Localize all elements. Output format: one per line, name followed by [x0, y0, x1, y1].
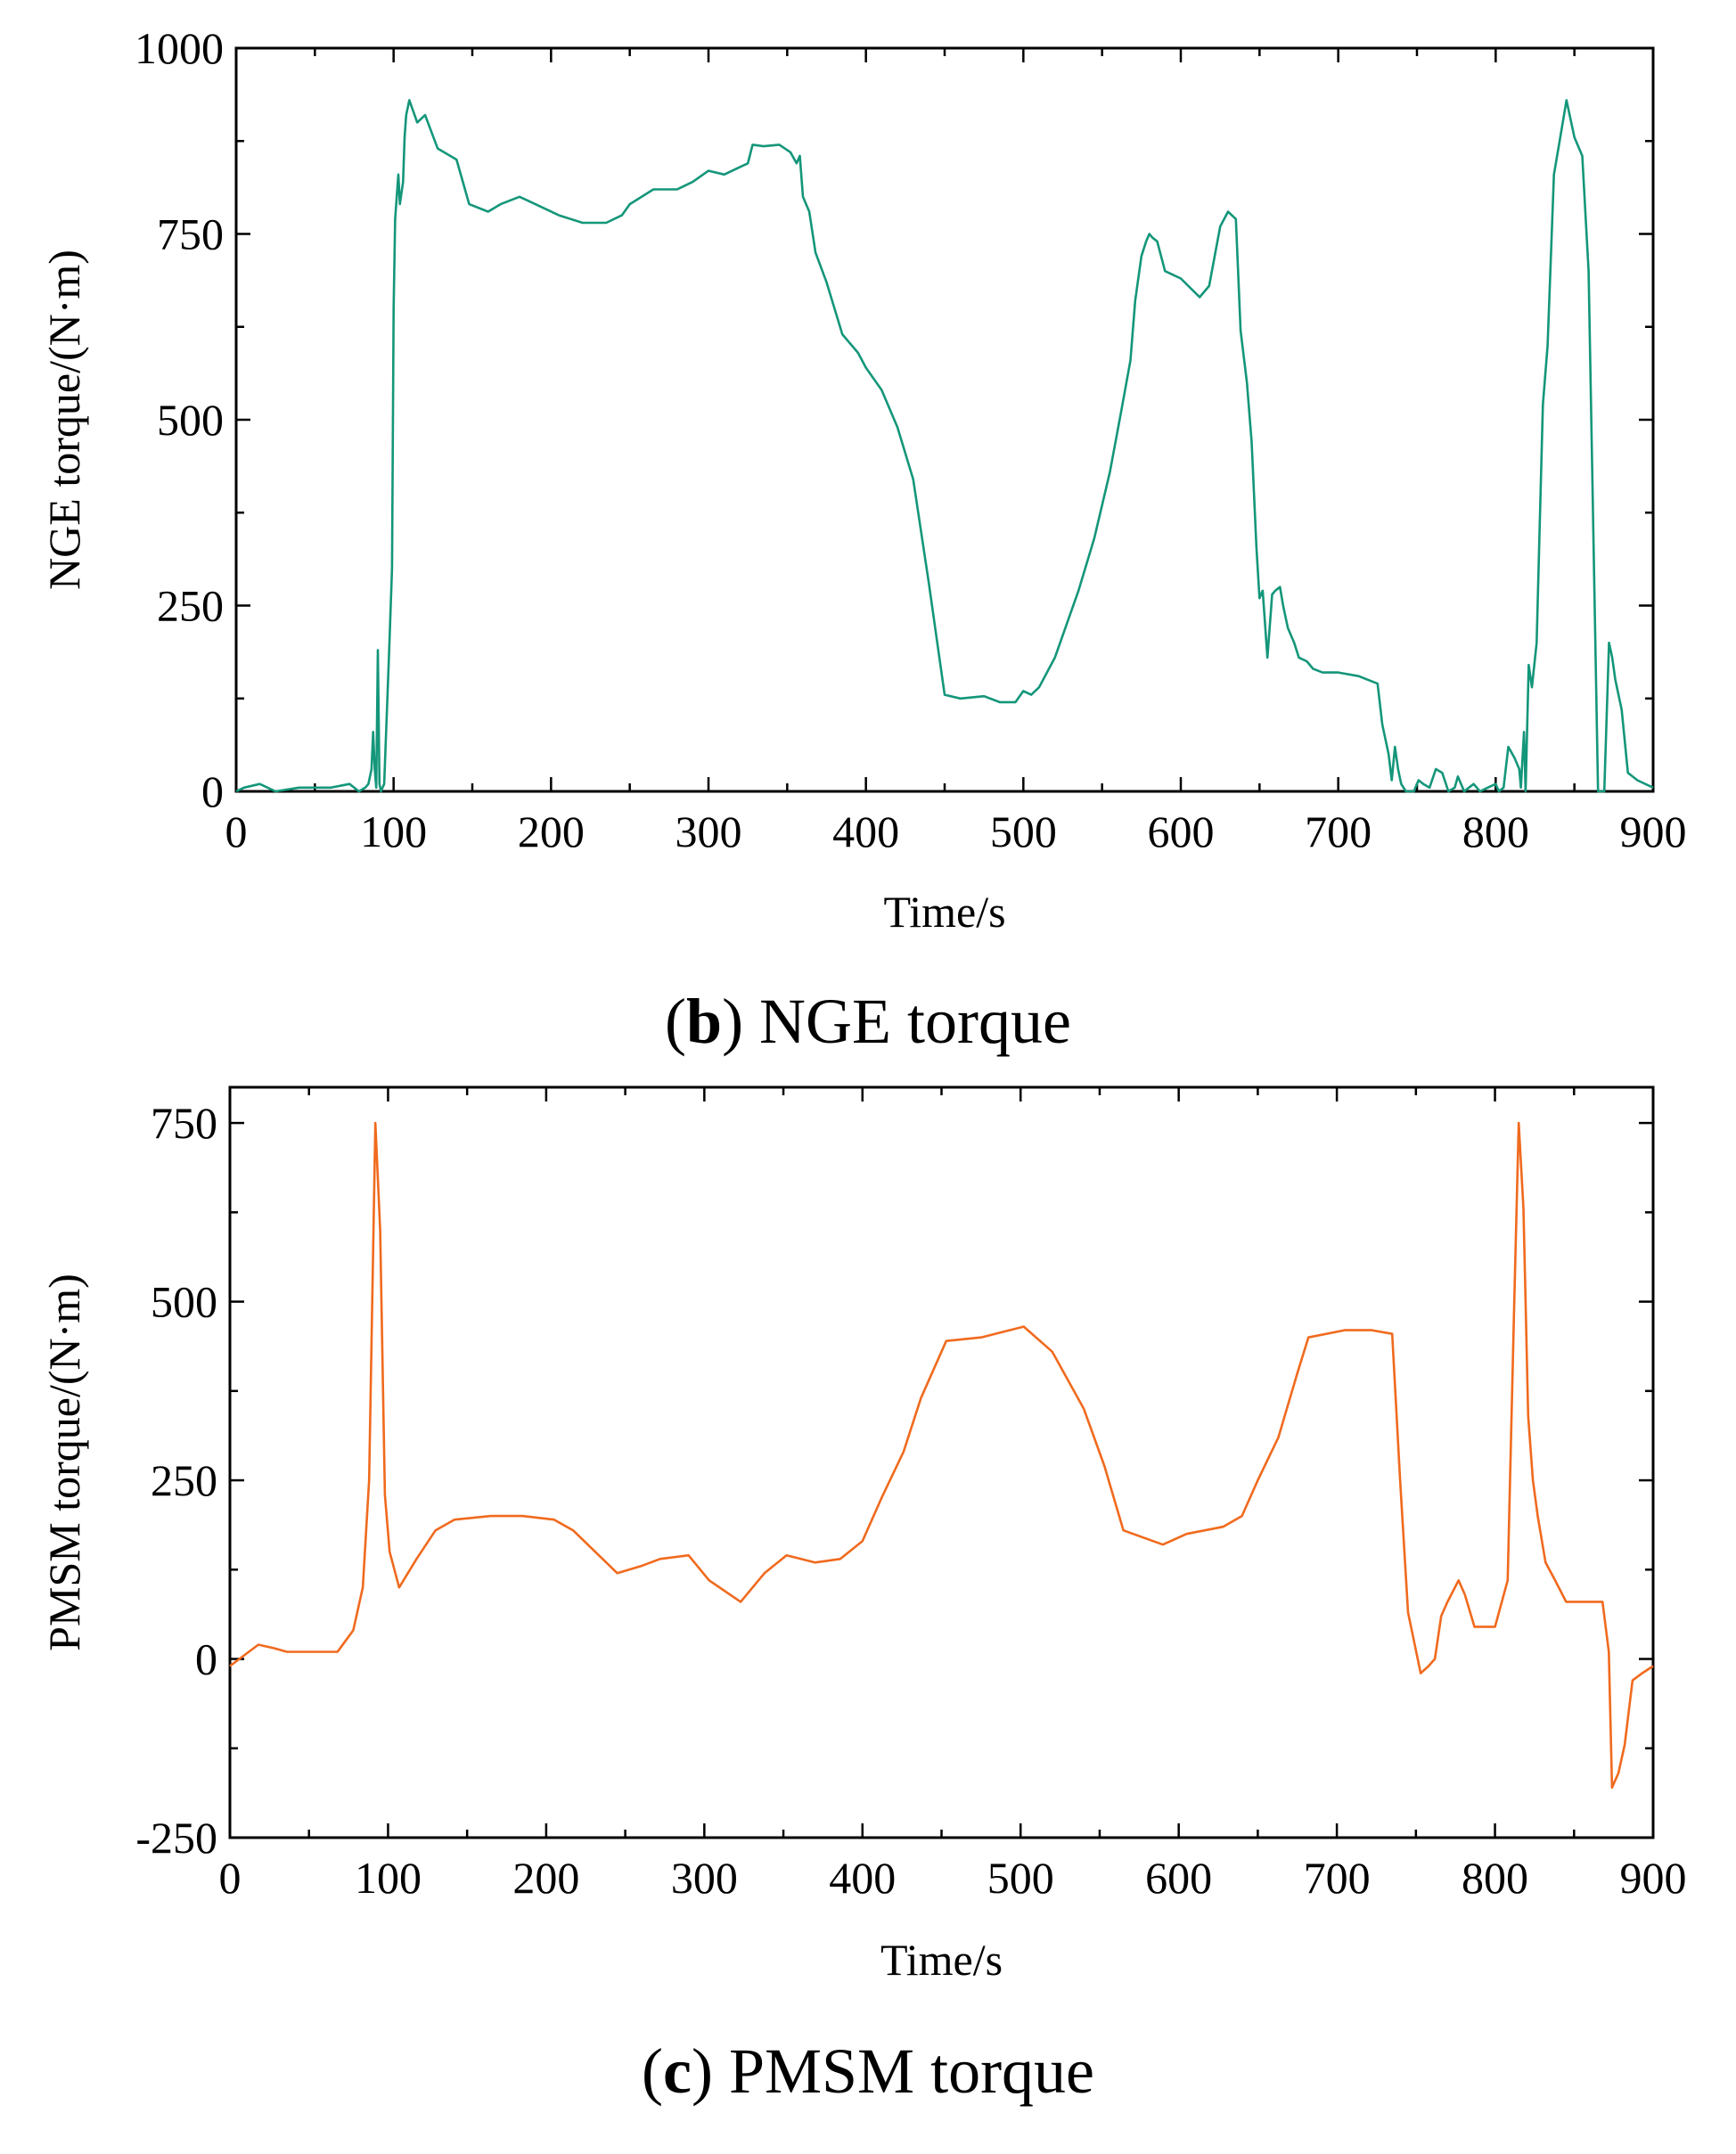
x-axis-label: Time/s	[880, 1935, 1003, 1985]
axis-ticks	[228, 1087, 1655, 1839]
x-tick-label: 0	[219, 1853, 242, 1903]
panel-caption: (c) PMSM torque	[642, 2035, 1094, 2107]
x-tick-label: 100	[355, 1853, 422, 1903]
x-tick-label: 500	[987, 1853, 1054, 1903]
x-tick-label: 300	[676, 807, 742, 856]
x-tick-label: 300	[671, 1853, 738, 1903]
series-line-pmsm-torque	[229, 1121, 1654, 1790]
y-tick-label: 1000	[135, 23, 224, 73]
plot-frame	[234, 46, 1655, 793]
caption-text: NGE torque	[743, 986, 1071, 1057]
y-tick-label: 250	[157, 581, 224, 631]
pmsm-torque-chart: 0 100 200 300 400 500 600 700 800 900-25002505007…	[39, 1085, 1687, 2107]
x-tick-label: 800	[1462, 1853, 1528, 1903]
x-tick-label: 400	[829, 1853, 896, 1903]
panel-caption: (b) NGE torque	[665, 986, 1071, 1057]
x-tick-label: 700	[1304, 1853, 1371, 1903]
axis-ticks	[234, 46, 1655, 793]
y-axis-label: NGE torque/(N·m)	[39, 250, 89, 590]
x-tick-label: 600	[1145, 1853, 1212, 1903]
x-tick-label: 900	[1620, 1853, 1687, 1903]
x-tick-label: 0	[225, 807, 248, 856]
tick-labels: 0 100 200 300 400 500 600 700 800 900 0 250 500 750 10…	[135, 23, 1687, 856]
x-tick-label: 400	[832, 807, 899, 856]
y-tick-label: 500	[151, 1277, 217, 1327]
x-tick-label: 200	[512, 1853, 579, 1903]
series-line-nge-torque	[235, 99, 1654, 793]
plot-frame	[228, 1085, 1655, 1839]
x-tick-label: 100	[360, 807, 427, 856]
tick-labels: 0 100 200 300 400 500 600 700 800 900-25002505007…	[135, 1098, 1686, 1903]
y-tick-label: 250	[151, 1455, 217, 1505]
x-tick-label: 800	[1462, 807, 1529, 856]
x-tick-label: 900	[1620, 807, 1687, 856]
y-tick-label: 0	[201, 766, 224, 816]
y-tick-label: 500	[157, 395, 224, 445]
caption-letter: b	[686, 986, 722, 1057]
x-tick-label: 600	[1148, 807, 1215, 856]
y-tick-label: 750	[151, 1098, 217, 1148]
y-tick-label: -250	[135, 1813, 217, 1863]
y-tick-label: 750	[157, 209, 224, 259]
caption-letter: c	[663, 2035, 692, 2107]
x-tick-label: 500	[990, 807, 1057, 856]
x-tick-label: 700	[1305, 807, 1372, 856]
nge-torque-chart: 0 100 200 300 400 500 600 700 800 900 0 250 500 750 10…	[39, 23, 1687, 1057]
caption-text: PMSM torque	[713, 2035, 1094, 2107]
x-tick-label: 200	[518, 807, 585, 856]
x-axis-label: Time/s	[883, 887, 1005, 937]
y-axis-label: PMSM torque/(N·m)	[39, 1274, 89, 1651]
y-tick-label: 0	[195, 1634, 217, 1684]
